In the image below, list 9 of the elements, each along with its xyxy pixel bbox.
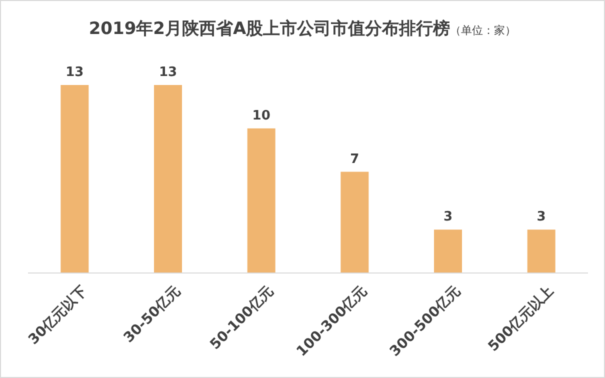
data-label: 10: [252, 108, 270, 124]
data-label: 7: [350, 152, 360, 167]
data-label: 3: [443, 210, 453, 225]
chart-subtitle: （单位：家）: [450, 24, 516, 37]
data-label: 13: [66, 65, 84, 80]
data-label: 3: [536, 210, 546, 225]
data-label: 13: [158, 65, 178, 80]
x-tick-label: 30亿元以下: [26, 283, 90, 348]
chart-title: 2019年2月陕西省A股上市公司市值分布排行榜: [88, 19, 450, 39]
